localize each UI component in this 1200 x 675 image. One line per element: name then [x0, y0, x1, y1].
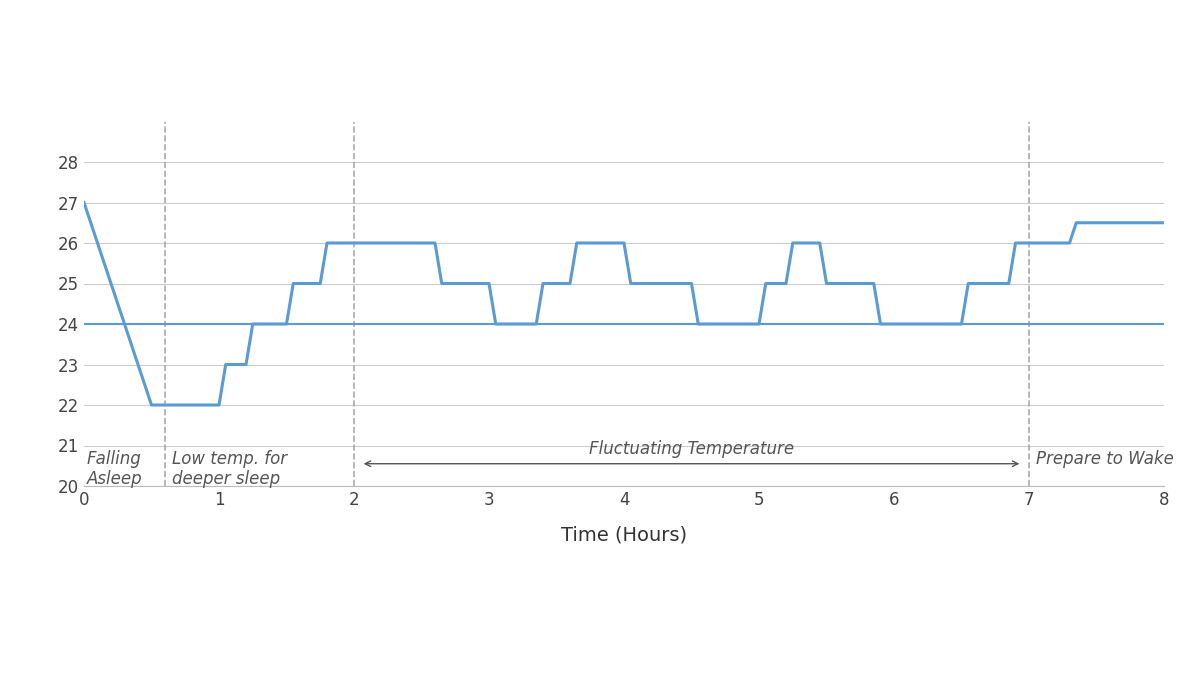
Text: Fluctuating Temperature: Fluctuating Temperature — [589, 439, 794, 458]
Text: Low temp. for
deeper sleep: Low temp. for deeper sleep — [172, 450, 287, 488]
Text: Prepare to Wake: Prepare to Wake — [1036, 450, 1174, 468]
X-axis label: Time (Hours): Time (Hours) — [560, 526, 688, 545]
Text: Falling
Asleep: Falling Asleep — [86, 450, 143, 488]
